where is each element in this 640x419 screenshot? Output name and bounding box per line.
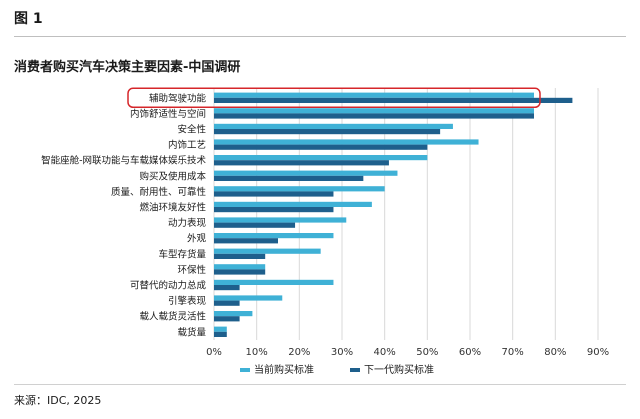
bar-next xyxy=(214,129,441,135)
category-label: 辅助驾驶功能 xyxy=(149,92,207,104)
x-tick-label: 40% xyxy=(374,347,396,358)
bar-next xyxy=(214,316,240,322)
bar-next xyxy=(214,144,428,150)
bar-current xyxy=(214,123,453,129)
bar-next xyxy=(214,300,240,306)
bar-current xyxy=(214,186,385,192)
bar-current xyxy=(214,233,334,239)
bar-next xyxy=(214,160,389,166)
chart-title: 消费者购买汽车决策主要因素-中国调研 xyxy=(14,60,241,75)
bar-next xyxy=(214,175,364,181)
category-label: 智能座舱-网联功能与车载媒体娱乐技术 xyxy=(41,155,206,167)
x-tick-label: 10% xyxy=(246,347,268,358)
category-label: 内饰舒适性与空间 xyxy=(130,108,206,120)
x-tick-label: 60% xyxy=(459,347,481,358)
x-tick-label: 20% xyxy=(288,347,310,358)
bar-current xyxy=(214,311,253,317)
bar-current xyxy=(214,170,398,176)
bar-current xyxy=(214,217,347,223)
legend-swatch-next xyxy=(350,368,360,372)
category-label: 环保性 xyxy=(177,264,206,276)
highlight-box xyxy=(127,87,541,109)
category-label: 外观 xyxy=(187,233,207,245)
category-label: 安全性 xyxy=(177,124,206,136)
bar-current xyxy=(214,155,428,161)
legend-label-current: 当前购买标准 xyxy=(254,363,314,376)
bar-current xyxy=(214,92,534,98)
category-label: 载货量 xyxy=(177,326,206,338)
bar-current xyxy=(214,139,479,145)
bar-next xyxy=(214,269,266,275)
category-label: 质量、耐用性、可靠性 xyxy=(111,186,207,198)
top-divider xyxy=(14,36,626,37)
bar-next xyxy=(214,207,334,213)
category-label: 引擎表现 xyxy=(168,295,207,307)
category-label: 可替代的动力总成 xyxy=(130,280,207,292)
bar-next xyxy=(214,222,296,228)
bar-next xyxy=(214,238,278,244)
bar-next xyxy=(214,285,240,291)
legend-label-next: 下一代购买标准 xyxy=(364,363,434,376)
bar-next xyxy=(214,97,573,103)
figure-label: 图 1 xyxy=(14,11,43,27)
x-tick-label: 30% xyxy=(331,347,353,358)
category-label: 购买及使用成本 xyxy=(139,170,206,182)
category-label: 车型存货量 xyxy=(158,248,206,260)
source-note: 来源：IDC, 2025 xyxy=(14,394,102,407)
x-tick-label: 90% xyxy=(587,347,609,358)
bar-current xyxy=(214,295,283,301)
bar-current xyxy=(214,248,321,254)
bar-next xyxy=(214,253,266,259)
bar-current xyxy=(214,264,266,270)
x-tick-label: 70% xyxy=(502,347,524,358)
category-label: 动力表现 xyxy=(168,217,207,229)
legend-swatch-current xyxy=(240,368,250,372)
category-label: 载人载货灵活性 xyxy=(139,311,206,323)
category-label: 内饰工艺 xyxy=(168,139,206,151)
x-tick-label: 0% xyxy=(206,347,222,358)
bar-current xyxy=(214,108,534,114)
bar-current xyxy=(214,279,334,285)
bottom-divider xyxy=(14,384,626,385)
bar-current xyxy=(214,326,227,332)
bar-next xyxy=(214,113,534,119)
x-tick-label: 50% xyxy=(416,347,438,358)
bar-next xyxy=(214,331,227,337)
bar-current xyxy=(214,201,372,207)
x-tick-label: 80% xyxy=(544,347,566,358)
category-label: 燃油环境友好性 xyxy=(139,202,206,214)
bar-next xyxy=(214,191,334,197)
